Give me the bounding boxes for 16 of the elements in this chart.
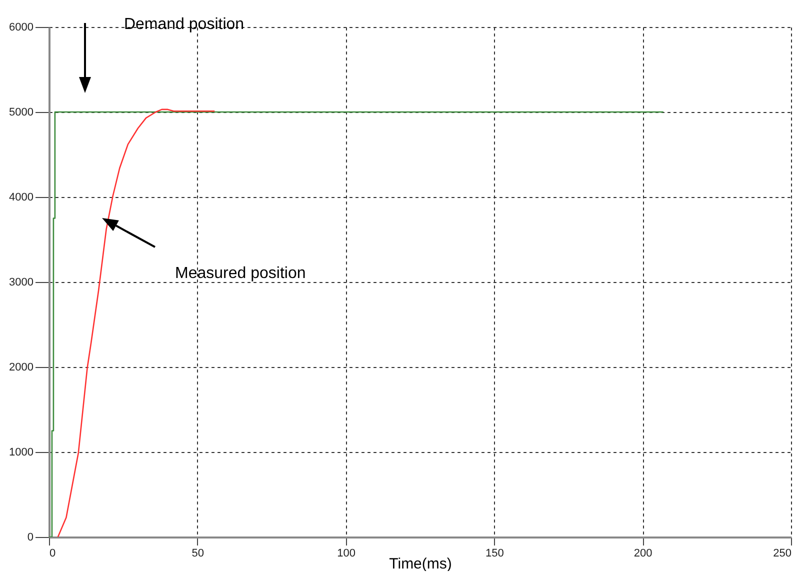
x-tick-label: 250 bbox=[773, 548, 792, 560]
annotation: Measured position bbox=[175, 265, 306, 282]
x-tick-label: 50 bbox=[192, 548, 204, 560]
y-tick-label: 3000 bbox=[9, 276, 34, 288]
x-tick-label: 100 bbox=[337, 548, 356, 560]
x-tick-label: 0 bbox=[50, 548, 56, 560]
y-tick-label: 5000 bbox=[9, 106, 34, 118]
annotation: Demand position bbox=[124, 16, 244, 33]
y-tick-label: 1000 bbox=[9, 446, 34, 458]
y-tick-label: 4000 bbox=[9, 192, 34, 204]
x-tick-label: 200 bbox=[634, 548, 652, 560]
y-tick-label: 6000 bbox=[9, 22, 34, 34]
line-series bbox=[49, 111, 664, 537]
y-tick-label: 0 bbox=[27, 532, 34, 544]
y-tick-label: 2000 bbox=[9, 362, 34, 374]
x-tick-label: 150 bbox=[486, 548, 504, 560]
